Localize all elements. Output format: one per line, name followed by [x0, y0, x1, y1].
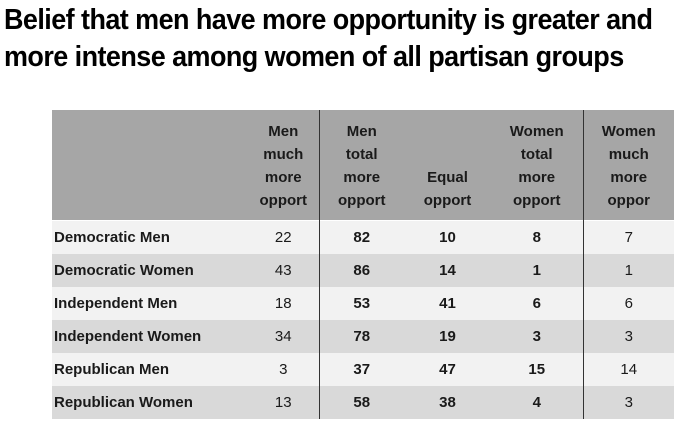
table-cell: 3 — [248, 353, 319, 386]
column-header-label: Equal opport — [423, 169, 472, 209]
table-cell: 7 — [582, 220, 674, 254]
table-row: Republican Women 13 58 38 4 3 — [52, 386, 674, 419]
table-cell: 14 — [404, 254, 491, 287]
column-header: Equal opport — [404, 110, 491, 221]
row-label: Republican Women — [52, 386, 248, 419]
table-body: Democratic Men 22 82 10 8 7 Democratic Women 43… — [52, 220, 674, 419]
table-cell: 1 — [582, 254, 674, 287]
table-row: Democratic Men 22 82 10 8 7 — [52, 220, 674, 254]
row-label: Democratic Women — [52, 254, 248, 287]
column-header-label: Men total more opport — [338, 123, 386, 209]
column-header-label: Women much more oppor — [601, 123, 656, 209]
table-cell: 78 — [318, 320, 404, 353]
table-row: Independent Women 34 78 19 3 3 — [52, 320, 674, 353]
table-cell: 10 — [404, 220, 491, 254]
table-cell: 38 — [404, 386, 491, 419]
column-header-label: Women total more opport — [509, 123, 564, 209]
table-cell: 37 — [318, 353, 404, 386]
table-cell: 13 — [248, 386, 319, 419]
table-cell: 18 — [248, 287, 319, 320]
row-label: Democratic Men — [52, 220, 248, 254]
table-row: Independent Men 18 53 41 6 6 — [52, 287, 674, 320]
table-cell: 14 — [582, 353, 674, 386]
chart-title: Belief that men have more opportunity is… — [4, 2, 653, 76]
table-row: Democratic Women 43 86 14 1 1 — [52, 254, 674, 287]
column-header: Men much more opport — [248, 110, 319, 221]
table-cell: 6 — [582, 287, 674, 320]
row-label: Republican Men — [52, 353, 248, 386]
table-cell: 6 — [491, 287, 583, 320]
table-cell: 41 — [404, 287, 491, 320]
column-header: Women much more oppor — [582, 110, 674, 221]
table-cell: 8 — [491, 220, 583, 254]
row-label: Independent Women — [52, 320, 248, 353]
data-table: Men much more opport Men total more oppo… — [52, 110, 674, 419]
row-header-cell — [52, 110, 248, 221]
table-cell: 4 — [491, 386, 583, 419]
table-cell: 53 — [318, 287, 404, 320]
table-cell: 34 — [248, 320, 319, 353]
table-cell: 15 — [491, 353, 583, 386]
table-cell: 82 — [318, 220, 404, 254]
title-line-1: Belief that men have more opportunity is… — [4, 4, 653, 36]
row-label: Independent Men — [52, 287, 248, 320]
table-cell: 47 — [404, 353, 491, 386]
table-cell: 58 — [318, 386, 404, 419]
title-line-2: more intense among women of all partisan… — [4, 41, 624, 73]
column-header-label: Men much more opport — [259, 123, 307, 209]
column-header: Women total more opport — [491, 110, 583, 221]
header-row: Men much more opport Men total more oppo… — [52, 110, 674, 221]
table-row: Republican Men 3 37 47 15 14 — [52, 353, 674, 386]
data-table-container: Men much more opport Men total more oppo… — [52, 110, 674, 423]
table-cell: 3 — [491, 320, 583, 353]
table-cell: 43 — [248, 254, 319, 287]
column-header: Men total more opport — [318, 110, 404, 221]
table-cell: 86 — [318, 254, 404, 287]
table-cell: 1 — [491, 254, 583, 287]
table-cell: 3 — [582, 386, 674, 419]
table-cell: 19 — [404, 320, 491, 353]
table-cell: 22 — [248, 220, 319, 254]
table-cell: 3 — [582, 320, 674, 353]
